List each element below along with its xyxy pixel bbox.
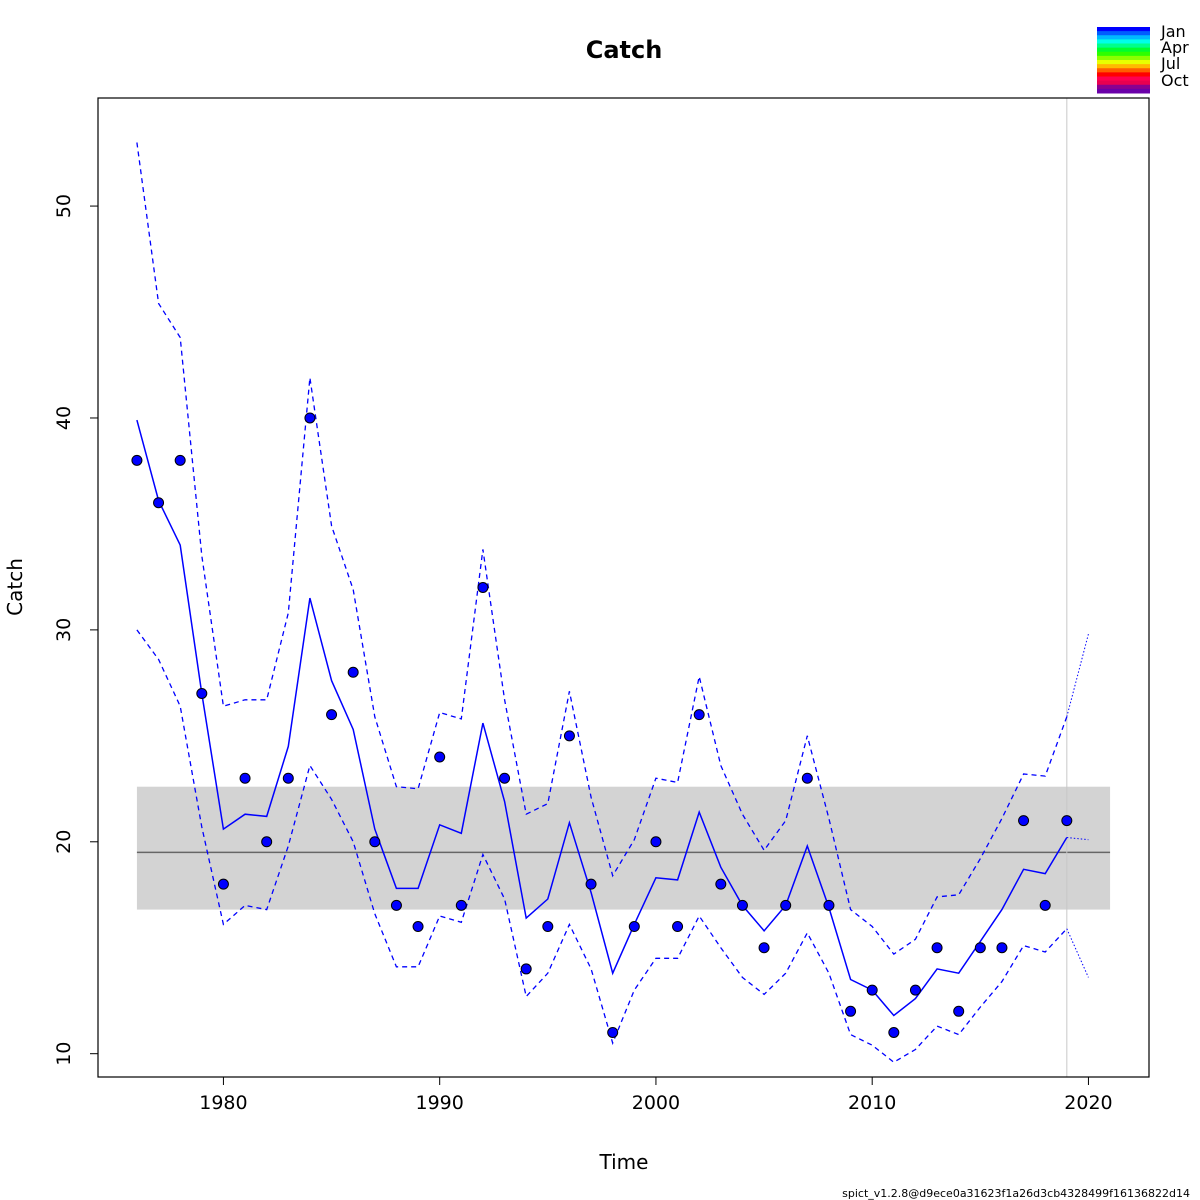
x-tick-label: 2010 [848, 1092, 896, 1114]
legend-month-label: Jan [1160, 22, 1186, 41]
legend-color-segment [1097, 84, 1150, 90]
y-axis-label: Catch [3, 558, 27, 616]
observed-catch-point [326, 709, 338, 721]
observed-catch-point [974, 942, 986, 954]
observed-catch-point [304, 412, 316, 424]
observed-catch-point [1061, 815, 1073, 827]
observed-catch-point [261, 836, 273, 848]
observed-catch-point [1039, 899, 1051, 911]
x-axis-label: Time [599, 1150, 649, 1174]
observed-catch-point [888, 1027, 900, 1038]
observed-catch-point [758, 942, 770, 954]
x-tick-label: 2020 [1064, 1092, 1112, 1114]
observed-catch-point [239, 772, 251, 784]
forecast-upper-ci-line [1066, 633, 1089, 717]
legend-color-segment [1097, 76, 1150, 82]
observed-catch-point [282, 772, 294, 784]
legend-color-segment [1097, 55, 1150, 61]
estimated-catch-line [136, 419, 1068, 1017]
legend-month-label: Jul [1160, 54, 1180, 73]
observed-catch-point [650, 836, 662, 848]
legend-color-segment [1097, 43, 1150, 49]
observed-catch-point [693, 709, 705, 721]
legend-color-segment [1097, 72, 1150, 77]
observed-catch-point [628, 921, 640, 933]
observed-catch-point [585, 878, 597, 890]
observed-catch-point [174, 454, 186, 466]
observed-catch-point [542, 921, 554, 933]
observed-catch-point [520, 963, 532, 975]
legend-month-label: Apr [1161, 38, 1189, 57]
legend-color-segment [1097, 31, 1150, 36]
observed-catch-point [153, 497, 165, 509]
observed-catch-point [455, 899, 467, 911]
x-tick-label: 2000 [632, 1092, 680, 1114]
forecast-catch-line [1066, 837, 1089, 841]
observed-catch-point [996, 942, 1008, 954]
observed-catch-point [866, 984, 878, 996]
legend-color-segment [1097, 35, 1150, 40]
y-tick-label: 20 [53, 830, 75, 854]
legend-color-segment [1097, 60, 1150, 65]
observed-catch-point [477, 582, 489, 593]
observed-catch-point [217, 878, 229, 890]
observed-catch-point [607, 1027, 619, 1038]
forecast-lower-ci-line [1066, 928, 1089, 978]
plot-frame [97, 97, 1150, 1078]
legend-color-segment [1097, 51, 1150, 57]
observed-catch-point [369, 836, 381, 848]
observed-catch-point [909, 984, 921, 996]
observed-catch-point [390, 899, 402, 911]
observed-catch-point [845, 1005, 857, 1017]
legend-color-segment [1097, 27, 1150, 32]
observed-catch-point [736, 899, 748, 911]
reference-band [136, 786, 1111, 910]
observed-catch-point [412, 921, 424, 933]
y-tick-label: 30 [53, 618, 75, 642]
legend-month-label: Oct [1161, 71, 1189, 90]
legend-color-segment [1097, 88, 1150, 94]
observed-catch-point [953, 1005, 965, 1017]
observed-catch-point [715, 878, 727, 890]
observed-catch-point [563, 730, 575, 742]
y-tick-label: 40 [53, 406, 75, 430]
legend-color-segment [1097, 39, 1150, 44]
observed-catch-point [801, 772, 813, 784]
x-tick-label: 1990 [416, 1092, 464, 1114]
observed-catch-point [823, 899, 835, 911]
legend-color-segment [1097, 47, 1150, 53]
version-footnote: spict_v1.2.8@d9ece0a31623f1a26d3cb432849… [842, 1187, 1190, 1200]
observed-catch-point [434, 751, 446, 763]
observed-catch-point [931, 942, 943, 954]
y-tick-label: 10 [53, 1042, 75, 1066]
legend-color-segment [1097, 80, 1150, 86]
observed-catch-point [672, 921, 684, 933]
chart-title: Catch [586, 36, 663, 64]
y-tick-label: 50 [53, 194, 75, 218]
observed-catch-point [780, 899, 792, 911]
legend-color-segment [1097, 64, 1150, 69]
lower-ci-line [136, 629, 1068, 1063]
observed-catch-point [1018, 815, 1030, 827]
observed-catch-point [499, 772, 511, 784]
x-tick-label: 1980 [199, 1092, 247, 1114]
legend-color-segment [1097, 68, 1150, 73]
plot-area: 1980 1990 2000 2010 2020 10 20 30 40 50 [53, 97, 1150, 1114]
observed-catch-point [131, 454, 143, 466]
observed-catch-point [347, 666, 359, 678]
upper-ci-line [136, 142, 1068, 955]
observed-catch-point [196, 687, 208, 699]
